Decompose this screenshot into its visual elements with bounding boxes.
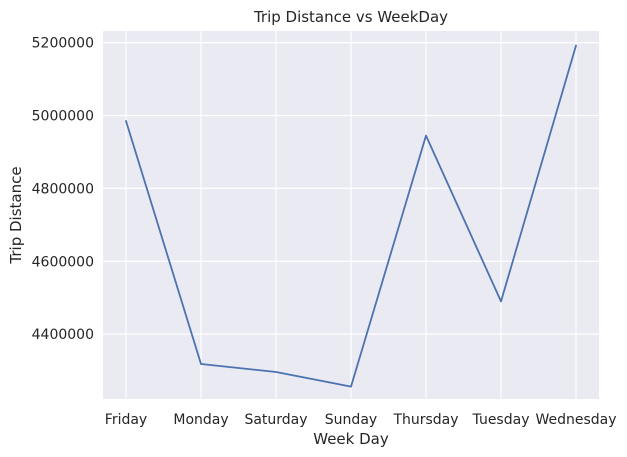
y-gridlines <box>103 42 599 335</box>
x-tick-label: Tuesday <box>472 412 530 428</box>
y-tick-label: 5200000 <box>32 36 94 52</box>
x-tick-label: Thursday <box>392 412 458 428</box>
y-axis-label: Trip Distance <box>7 166 25 264</box>
x-tick-label: Monday <box>173 412 228 428</box>
x-tick-labels: Friday Monday Saturday Sunday Thursday Tuesda… <box>105 412 617 428</box>
y-tick-label: 5000000 <box>32 109 94 125</box>
x-tick-label: Friday <box>105 412 147 428</box>
x-tick-label: Wednesday <box>535 412 616 428</box>
y-tick-label: 4800000 <box>32 181 94 197</box>
y-tick-label: 4600000 <box>32 254 94 270</box>
x-gridlines <box>125 31 577 399</box>
series-line <box>125 44 577 388</box>
x-axis-label: Week Day <box>313 430 389 448</box>
y-tick-label: 4400000 <box>32 327 94 343</box>
chart-title: Trip Distance vs WeekDay <box>253 8 448 26</box>
x-tick-label: Saturday <box>244 412 307 428</box>
y-tick-labels: 4400000 4600000 4800000 5000000 5200000 <box>32 36 94 343</box>
x-tick-label: Sunday <box>325 412 377 428</box>
